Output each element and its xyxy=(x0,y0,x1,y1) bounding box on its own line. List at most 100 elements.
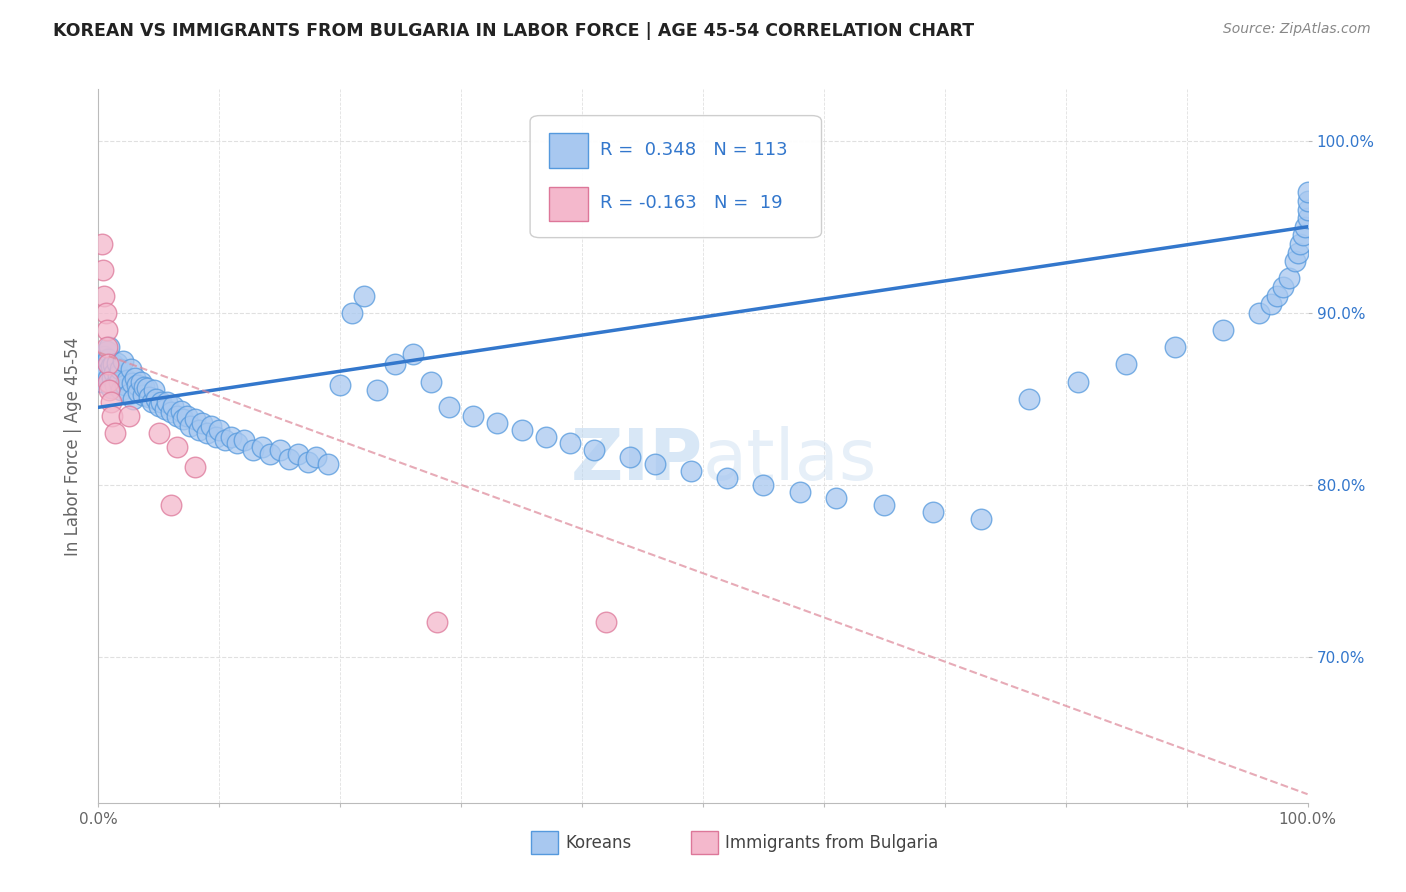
Point xyxy=(242,443,264,458)
Text: Source: ZipAtlas.com: Source: ZipAtlas.com xyxy=(1223,22,1371,37)
Point xyxy=(96,343,118,358)
Point xyxy=(103,366,125,380)
Point xyxy=(117,373,139,387)
Text: KOREAN VS IMMIGRANTS FROM BULGARIA IN LABOR FORCE | AGE 45-54 CORRELATION CHART: KOREAN VS IMMIGRANTS FROM BULGARIA IN LA… xyxy=(53,22,974,40)
Point xyxy=(510,423,533,437)
Point xyxy=(558,436,581,450)
Point xyxy=(366,383,388,397)
Point xyxy=(402,347,425,361)
Point xyxy=(208,423,231,437)
Point xyxy=(716,471,738,485)
Point xyxy=(1294,219,1316,234)
Point xyxy=(114,378,136,392)
Point xyxy=(110,383,132,397)
Point xyxy=(100,371,122,385)
Point xyxy=(97,352,120,367)
Point xyxy=(752,477,775,491)
Point xyxy=(595,615,617,630)
Point xyxy=(98,340,121,354)
Point xyxy=(143,383,166,397)
Point xyxy=(97,371,120,385)
Point xyxy=(100,359,122,373)
Point xyxy=(214,433,236,447)
Point xyxy=(204,429,226,443)
Point xyxy=(1260,297,1282,311)
Point xyxy=(226,436,249,450)
Point xyxy=(162,399,184,413)
Point xyxy=(1249,306,1271,320)
Point xyxy=(153,402,176,417)
Point xyxy=(94,354,117,368)
Point xyxy=(148,426,170,441)
Point xyxy=(91,236,114,251)
Point xyxy=(825,491,848,506)
Point xyxy=(644,457,666,471)
FancyBboxPatch shape xyxy=(530,116,821,237)
Point xyxy=(437,401,460,415)
FancyBboxPatch shape xyxy=(550,134,588,168)
Point xyxy=(619,450,641,465)
Point xyxy=(91,360,114,375)
Point xyxy=(1278,271,1301,285)
Point xyxy=(97,357,120,371)
Point xyxy=(93,349,115,363)
Point xyxy=(121,376,143,391)
Point xyxy=(278,451,301,466)
Point xyxy=(145,392,167,406)
Point xyxy=(184,412,207,426)
Point xyxy=(1296,202,1319,217)
Point xyxy=(96,323,118,337)
Point xyxy=(297,455,319,469)
Point xyxy=(232,433,254,447)
Point xyxy=(141,395,163,409)
Point xyxy=(191,416,214,430)
Point xyxy=(132,388,155,402)
Point xyxy=(160,499,183,513)
Point xyxy=(134,379,156,393)
Point xyxy=(921,505,943,519)
Point xyxy=(169,403,191,417)
Point xyxy=(1272,280,1295,294)
Point xyxy=(1267,288,1289,302)
Point xyxy=(679,464,702,478)
Point xyxy=(97,375,120,389)
Point xyxy=(100,409,122,423)
Text: R =  0.348   N = 113: R = 0.348 N = 113 xyxy=(600,141,787,159)
Point xyxy=(124,371,146,385)
Point xyxy=(122,392,145,406)
Point xyxy=(287,447,309,461)
FancyBboxPatch shape xyxy=(550,187,588,221)
Point xyxy=(148,399,170,413)
Point xyxy=(426,615,449,630)
Point xyxy=(176,409,198,423)
Point xyxy=(1018,392,1040,406)
Point xyxy=(150,395,173,409)
Point xyxy=(96,340,118,354)
Point xyxy=(105,356,128,370)
Point xyxy=(100,395,122,409)
Point xyxy=(138,390,160,404)
Point xyxy=(94,306,117,320)
Point xyxy=(91,375,114,389)
Point xyxy=(1284,254,1306,268)
Y-axis label: In Labor Force | Age 45-54: In Labor Force | Age 45-54 xyxy=(63,336,82,556)
Point xyxy=(156,395,179,409)
Point xyxy=(1289,236,1312,251)
Point xyxy=(384,357,406,371)
Point xyxy=(100,381,122,395)
Point xyxy=(305,450,328,465)
Point xyxy=(1296,211,1319,226)
Point xyxy=(420,375,443,389)
Text: R = -0.163   N =  19: R = -0.163 N = 19 xyxy=(600,194,783,212)
Point xyxy=(179,419,201,434)
Point xyxy=(353,288,375,302)
Point xyxy=(970,512,993,526)
Point xyxy=(166,440,188,454)
Point xyxy=(1115,357,1137,371)
Point xyxy=(127,384,149,399)
Point xyxy=(463,409,485,423)
Point xyxy=(172,412,194,426)
Point xyxy=(160,405,183,419)
Point xyxy=(1212,323,1234,337)
Point xyxy=(259,447,281,461)
